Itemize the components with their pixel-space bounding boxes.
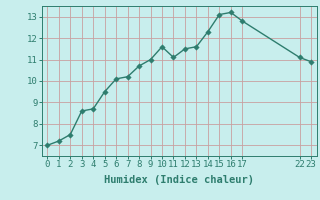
X-axis label: Humidex (Indice chaleur): Humidex (Indice chaleur)	[104, 175, 254, 185]
